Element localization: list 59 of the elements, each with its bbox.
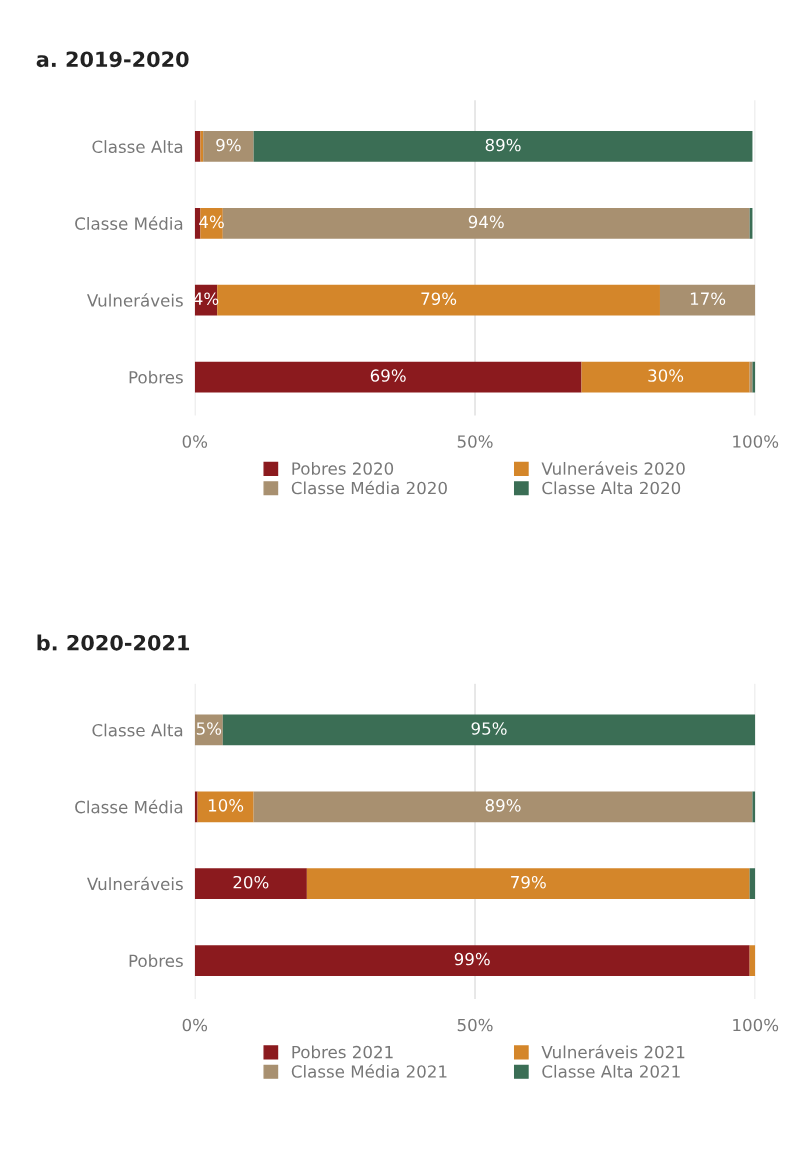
legend-label: Vulneráveis 2020	[541, 461, 685, 475]
bar	[194, 791, 198, 823]
x-tick-label: 100%	[733, 1018, 779, 1032]
bar	[194, 945, 750, 976]
bar	[194, 131, 201, 162]
legend-label: Classe Alta 2020	[542, 481, 681, 495]
bar	[194, 868, 307, 900]
data-label: 4%	[199, 215, 224, 229]
data-label: 10%	[208, 799, 244, 812]
data-label: 89%	[485, 138, 521, 152]
bar	[200, 207, 223, 239]
y-tick-label: Pobres	[129, 954, 183, 968]
data-label: 5%	[196, 722, 222, 735]
x-tick-label: 0%	[182, 435, 208, 448]
bar	[749, 945, 756, 976]
data-label: 79%	[511, 875, 546, 889]
y-tick-label: Classe Alta	[92, 140, 183, 154]
chart-title: a. 2019-2020	[36, 51, 189, 68]
data-label: 94%	[468, 215, 504, 229]
bar	[659, 284, 756, 316]
bar	[194, 361, 582, 393]
data-label: 69%	[370, 369, 406, 382]
data-label: 30%	[648, 369, 684, 382]
legend-label: Classe Alta 2021	[542, 1064, 680, 1078]
legend-label: Vulneráveis 2021	[541, 1044, 685, 1059]
y-tick-label: Vulneráveis	[87, 876, 183, 891]
bar	[253, 131, 753, 162]
bar	[203, 131, 254, 162]
y-tick-label: Classe Alta	[92, 723, 183, 737]
data-label: 20%	[233, 875, 269, 889]
data-label: 9%	[216, 138, 241, 152]
x-tick-label: 50%	[457, 435, 493, 448]
bar	[581, 361, 750, 393]
data-label: 89%	[485, 799, 521, 812]
y-tick-label: Vulneráveis	[87, 293, 183, 307]
data-label: 95%	[471, 722, 507, 735]
data-label: 99%	[454, 952, 490, 966]
y-tick-label: Pobres	[129, 370, 183, 384]
data-label: 17%	[690, 292, 726, 306]
x-tick-label: 50%	[457, 1018, 493, 1032]
bar	[752, 791, 756, 823]
legend-label: Pobres 2020	[292, 461, 394, 475]
legend-label: Classe Média 2021	[291, 1064, 447, 1078]
x-tick-label: 100%	[733, 435, 779, 448]
legend-label: Classe Média 2020	[291, 480, 447, 495]
bar	[749, 868, 756, 900]
y-tick-label: Classe Média	[75, 216, 183, 230]
chart-title: b. 2020-2021	[37, 634, 190, 651]
y-tick-label: Classe Média	[75, 799, 183, 814]
bar	[197, 791, 254, 823]
bar	[222, 207, 750, 239]
bar	[222, 714, 756, 746]
bar	[200, 131, 204, 162]
legend-label: Pobres 2021	[292, 1045, 393, 1059]
bar	[306, 868, 750, 900]
bar	[253, 791, 753, 823]
x-tick-label: 0%	[182, 1018, 208, 1032]
data-label: 79%	[421, 292, 457, 306]
bar	[217, 284, 660, 316]
